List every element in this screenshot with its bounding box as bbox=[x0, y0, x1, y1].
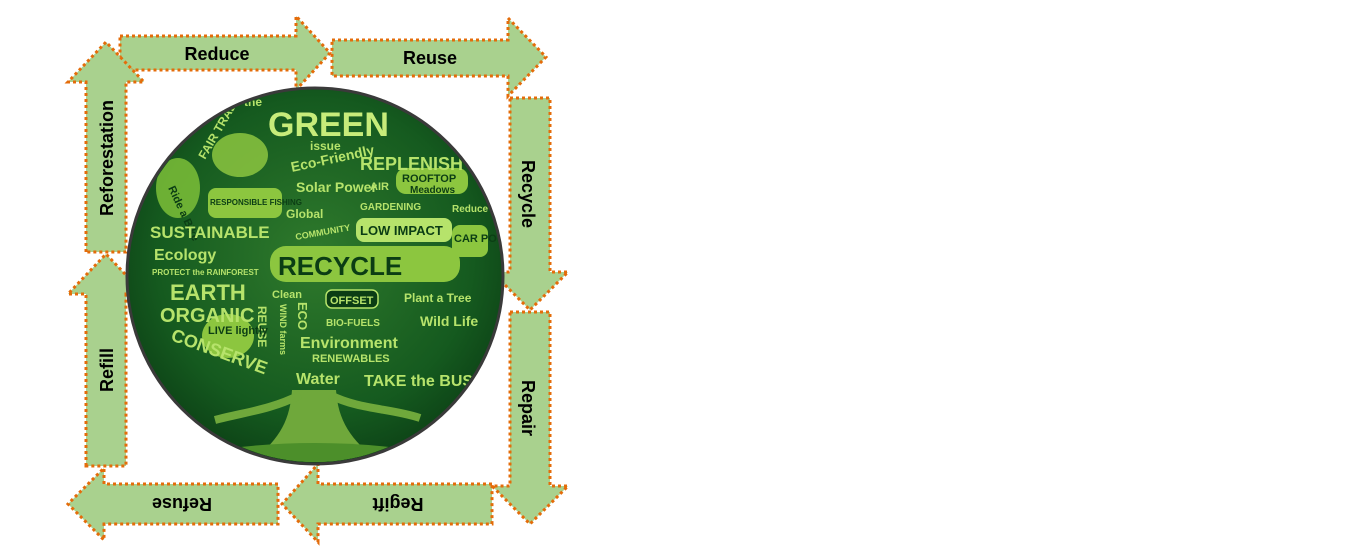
refill-arrow: Refill bbox=[64, 251, 148, 468]
word-plant-a-tree: Plant a Tree bbox=[404, 291, 472, 305]
word-meadows: Meadows bbox=[410, 185, 455, 196]
word-sustainable: SUSTAINABLE bbox=[150, 223, 270, 242]
word-global: Global bbox=[286, 207, 323, 221]
reforestation-label: Reforestation bbox=[97, 100, 117, 216]
word-water: Water bbox=[296, 371, 340, 388]
regift-arrow: Regift bbox=[279, 460, 494, 546]
word-ecology: Ecology bbox=[154, 247, 216, 264]
word-wind-farms: WIND farms bbox=[278, 304, 288, 355]
refill-label: Refill bbox=[97, 348, 117, 392]
word-low-impact: LOW IMPACT bbox=[360, 223, 443, 238]
word-recycle: RECYCLE bbox=[278, 251, 402, 281]
repair-label: Repair bbox=[518, 380, 538, 436]
word-replenish: REPLENISH bbox=[360, 154, 463, 174]
eco-diagram: Reduce Reuse Recycle Repair Regift Refus… bbox=[64, 12, 572, 546]
word-earth: EARTH bbox=[170, 280, 246, 305]
word-clean: Clean bbox=[272, 289, 302, 301]
word-reuse: REUSE bbox=[255, 306, 269, 347]
refuse-arrow: Refuse bbox=[65, 464, 280, 544]
word-reduce: Reduce bbox=[452, 204, 489, 215]
refuse-label: Refuse bbox=[152, 494, 212, 514]
reforestation-arrow: Reforestation bbox=[64, 39, 148, 254]
word-environment: Environment bbox=[300, 335, 398, 352]
word-organic: ORGANIC bbox=[160, 305, 254, 327]
word-responsible-fishing: RESPONSIBLE FISHING bbox=[210, 198, 302, 207]
word-renewables: RENEWABLES bbox=[312, 353, 390, 365]
reduce-arrow: Reduce bbox=[118, 12, 333, 94]
recycle-label: Recycle bbox=[518, 160, 538, 228]
word-take-the-bus: TAKE the BUS bbox=[364, 373, 473, 390]
word-issue: issue bbox=[310, 139, 341, 153]
word-eco: ECO bbox=[295, 302, 310, 330]
word-green: GREEN bbox=[268, 106, 389, 144]
word-bio-fuels: BIO-FUELS bbox=[326, 318, 380, 329]
word-solar-power: Solar Power bbox=[296, 179, 377, 195]
word-gardening: GARDENING bbox=[360, 202, 421, 213]
word-rooftop: ROOFTOP bbox=[402, 173, 456, 185]
repair-arrow: Repair bbox=[488, 310, 572, 527]
recycle-arrow: Recycle bbox=[488, 96, 572, 313]
regift-label: Regift bbox=[373, 494, 424, 514]
word-protect-rainforest: PROTECT the RAINFOREST bbox=[152, 268, 259, 277]
reuse-label: Reuse bbox=[403, 48, 457, 68]
tree-illustration: the GREEN issue FAIR TRADE REPLENISH Eco… bbox=[125, 86, 512, 466]
word-car-pool: CAR POOL bbox=[454, 233, 512, 245]
reuse-arrow: Reuse bbox=[330, 14, 549, 100]
word-offset: OFFSET bbox=[330, 295, 374, 307]
reduce-label: Reduce bbox=[184, 44, 249, 64]
word-live-lightly: LIVE lightly bbox=[208, 325, 269, 337]
word-wild-life: Wild Life bbox=[420, 313, 478, 329]
word-air: AIR bbox=[370, 181, 389, 193]
